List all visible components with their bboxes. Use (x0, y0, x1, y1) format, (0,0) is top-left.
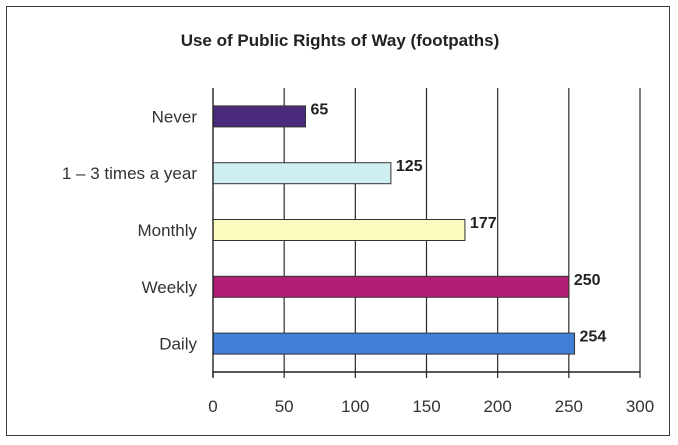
x-tick-label: 250 (555, 397, 583, 416)
bar (212, 162, 392, 185)
bars (212, 105, 576, 355)
data-label: 177 (470, 215, 497, 232)
x-tick-label: 200 (483, 397, 511, 416)
x-tick-label: 50 (275, 397, 294, 416)
category-label: 1 – 3 times a year (62, 164, 197, 183)
category-label: Never (152, 107, 198, 126)
bar (212, 105, 307, 128)
chart-title: Use of Public Rights of Way (footpaths) (181, 31, 500, 50)
x-tick-label: 100 (341, 397, 369, 416)
data-label: 254 (580, 329, 607, 346)
axes (212, 88, 641, 378)
bar (212, 332, 576, 355)
bar (212, 219, 466, 241)
x-tick-label: 300 (626, 397, 654, 416)
category-label: Weekly (142, 278, 198, 297)
bar (212, 275, 570, 298)
x-tick-label: 0 (208, 397, 217, 416)
category-labels: Never 1 – 3 times a year Monthly Weekly Dail… (62, 107, 198, 353)
data-labels: 65 125 177 250 254 (311, 101, 607, 345)
x-tick-label: 150 (412, 397, 440, 416)
gridlines (283, 88, 641, 372)
x-tick-labels: 0 50 100 150 200 250 300 (208, 397, 654, 416)
data-label: 250 (574, 272, 601, 289)
category-label: Monthly (137, 221, 197, 240)
data-label: 125 (396, 158, 423, 175)
category-label: Daily (159, 335, 197, 354)
data-label: 65 (311, 101, 329, 118)
